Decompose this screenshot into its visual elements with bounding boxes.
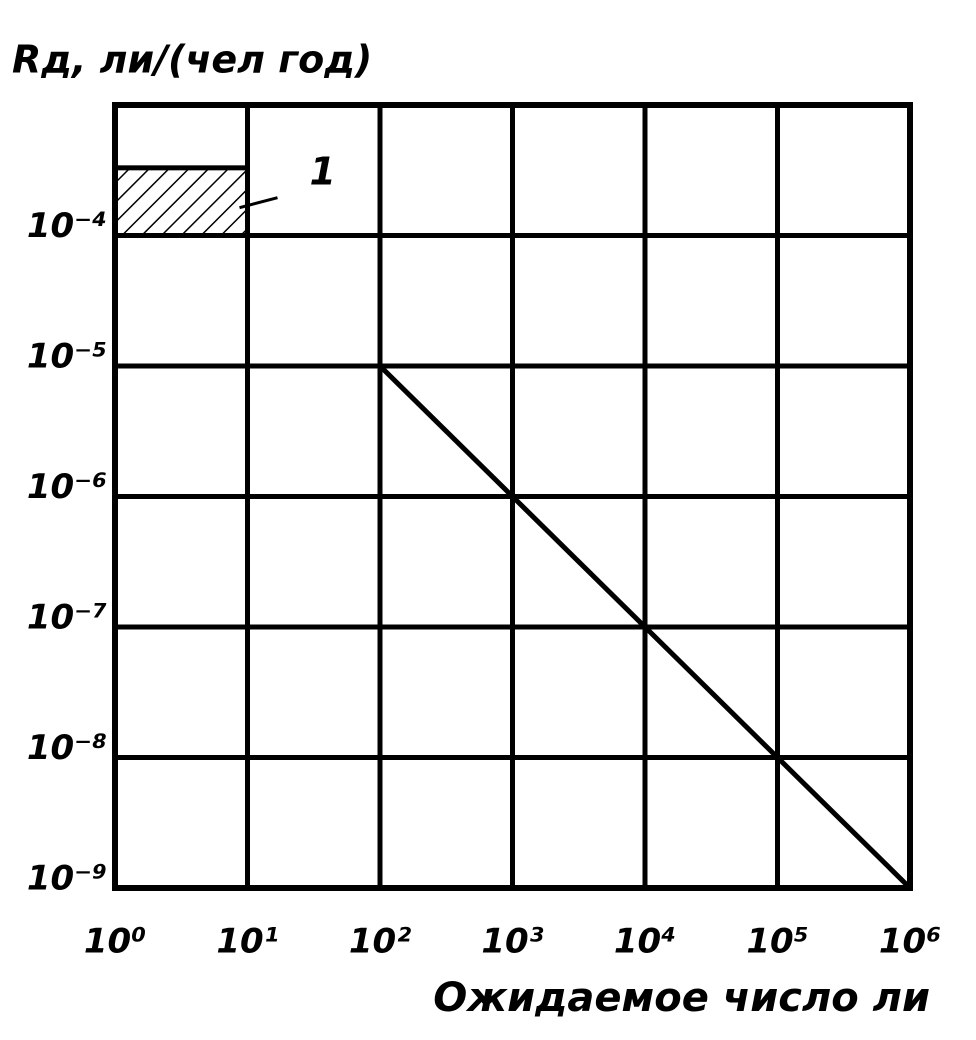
x-tick-label: 10⁰: [84, 922, 146, 962]
x-tick-label: 10⁶: [879, 922, 941, 962]
y-tick-label: 10⁻⁷: [27, 598, 107, 638]
y-tick-label: 10⁻⁵: [27, 337, 107, 377]
annotation: 1: [310, 149, 336, 193]
y-tick-label: 10⁻⁶: [27, 467, 107, 507]
x-tick-label: 10¹: [216, 922, 278, 962]
y-axis-label: Rд, ли/(чел год): [12, 38, 372, 82]
line: [378, 364, 912, 890]
y-tick-label: 10⁻⁴: [27, 206, 107, 246]
x-tick-label: 10³: [481, 922, 543, 962]
x-axis-label: Ожидаемое число ли: [433, 975, 930, 1021]
plot-frame: [112, 102, 913, 891]
x-tick-label: 10⁵: [746, 922, 808, 962]
y-tick-label: 10⁻⁸: [27, 728, 107, 768]
x-tick-label: 10⁴: [614, 922, 676, 962]
x-tick-label: 10²: [349, 922, 411, 962]
y-tick-label: 10⁻⁹: [27, 859, 107, 899]
hatched-region: [112, 165, 250, 238]
